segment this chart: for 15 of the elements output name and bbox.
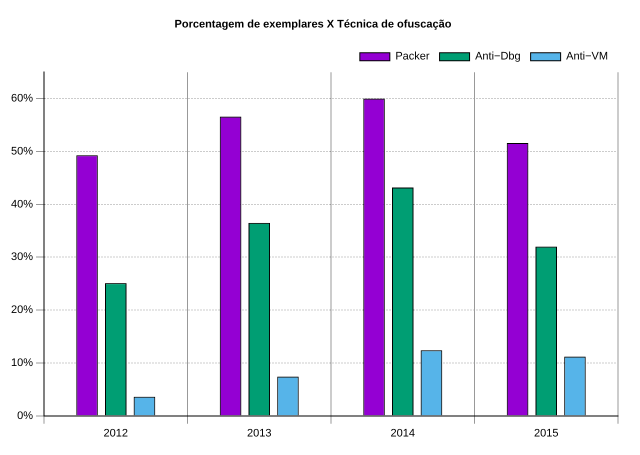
- x-tick-label: 2014: [390, 427, 415, 440]
- y-tick-label: 40%: [10, 198, 34, 210]
- x-tick-label: 2015: [534, 427, 558, 440]
- y-tick-label: 0%: [17, 410, 34, 422]
- x-tick-label: 2013: [247, 427, 272, 440]
- legend-label: Anti−Dbg: [475, 50, 521, 63]
- x-tick-label: 2012: [104, 427, 128, 440]
- y-tick-label: 30%: [10, 251, 34, 264]
- legend-label: Packer: [395, 50, 430, 63]
- y-tick-label: 20%: [10, 304, 34, 316]
- chart-title: Porcentagem de exemplares X Técnica de ofuscação: [174, 18, 452, 31]
- legend-label: Anti−VM: [566, 50, 608, 63]
- y-tick-label: 60%: [10, 92, 34, 105]
- y-tick-label: 10%: [10, 356, 34, 369]
- y-tick-label: 50%: [10, 146, 34, 158]
